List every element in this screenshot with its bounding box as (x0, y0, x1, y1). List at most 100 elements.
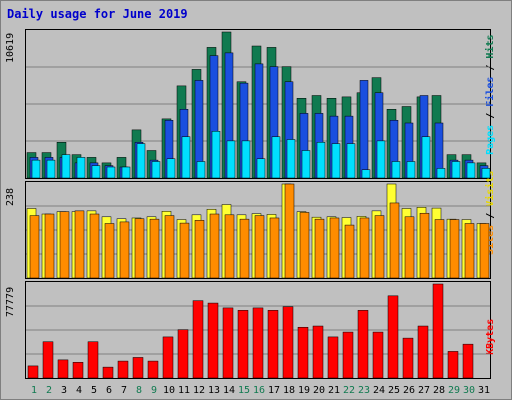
bar-sites-day-3 (59, 211, 70, 279)
bar-pages-day-10 (166, 158, 176, 179)
day-label-23: 23 (358, 385, 370, 396)
day-label-9: 9 (151, 385, 157, 396)
bar-pages-day-17 (271, 136, 281, 179)
bar-sites-day-26 (404, 216, 415, 279)
bar-pages-day-19 (301, 150, 311, 179)
bar-pages-day-1 (31, 159, 41, 179)
bar-kbytes-day-19 (297, 326, 309, 379)
bar-kbytes-day-23 (357, 310, 369, 379)
bar-sites-day-27 (419, 212, 430, 279)
bar-pages-day-16 (256, 158, 266, 179)
day-label-10: 10 (163, 385, 175, 396)
bar-kbytes-day-12 (192, 300, 204, 379)
day-label-28: 28 (433, 385, 445, 396)
bar-sites-day-5 (89, 213, 100, 279)
day-label-17: 17 (268, 385, 280, 396)
day-label-24: 24 (373, 385, 385, 396)
bar-kbytes-day-14 (222, 307, 234, 379)
bar-sites-day-10 (164, 215, 175, 279)
day-label-3: 3 (61, 385, 67, 396)
bar-pages-day-7 (121, 166, 131, 179)
bar-pages-day-6 (106, 166, 116, 179)
day-label-27: 27 (418, 385, 430, 396)
bar-sites-day-29 (449, 219, 460, 279)
day-label-25: 25 (388, 385, 400, 396)
day-label-12: 12 (193, 385, 205, 396)
bar-pages-day-24 (376, 140, 386, 179)
bar-sites-day-12 (194, 220, 205, 279)
day-label-5: 5 (91, 385, 97, 396)
bar-pages-day-9 (151, 161, 161, 179)
bar-kbytes-day-4 (72, 362, 84, 379)
bar-pages-day-22 (346, 143, 356, 179)
bar-sites-day-14 (224, 214, 235, 279)
bar-pages-day-26 (406, 161, 416, 179)
day-label-8: 8 (136, 385, 142, 396)
day-label-20: 20 (313, 385, 325, 396)
bar-files-day-23 (359, 80, 369, 179)
day-label-26: 26 (403, 385, 415, 396)
bar-kbytes-day-27 (417, 325, 429, 379)
day-label-4: 4 (76, 385, 82, 396)
bar-pages-day-25 (391, 161, 401, 179)
bar-kbytes-day-20 (312, 325, 324, 379)
bar-kbytes-day-22 (342, 331, 354, 379)
bar-pages-day-30 (466, 162, 476, 179)
bar-pages-day-3 (61, 154, 71, 179)
bar-kbytes-day-3 (57, 359, 69, 379)
bar-sites-day-17 (269, 217, 280, 279)
bar-pages-day-21 (331, 143, 341, 179)
bar-sites-day-23 (359, 217, 370, 279)
bar-pages-day-4 (76, 157, 86, 179)
bar-kbytes-day-13 (207, 302, 219, 379)
bar-sites-day-15 (239, 218, 250, 279)
day-label-18: 18 (283, 385, 295, 396)
bar-kbytes-day-24 (372, 331, 384, 379)
chart-title: Daily usage for June 2019 (7, 7, 188, 21)
bar-kbytes-day-21 (327, 336, 339, 379)
day-label-13: 13 (208, 385, 220, 396)
bar-kbytes-day-28 (432, 283, 444, 379)
bar-kbytes-day-7 (117, 360, 129, 379)
bar-sites-day-20 (314, 218, 325, 279)
bar-pages-day-14 (226, 140, 236, 179)
bar-kbytes-day-16 (252, 307, 264, 379)
day-label-6: 6 (106, 385, 112, 396)
bar-sites-day-16 (254, 215, 265, 279)
day-label-31: 31 (478, 385, 490, 396)
bar-sites-day-18 (284, 183, 295, 279)
bar-kbytes-day-30 (462, 343, 474, 379)
bar-sites-day-22 (344, 224, 355, 279)
bar-kbytes-day-8 (132, 357, 144, 379)
bar-sites-day-1 (29, 215, 40, 279)
bar-kbytes-day-9 (147, 360, 159, 379)
bar-kbytes-day-11 (177, 329, 189, 379)
day-label-1: 1 (31, 385, 37, 396)
bar-sites-day-8 (134, 218, 145, 279)
bar-sites-day-4 (74, 210, 85, 279)
bar-kbytes-day-26 (402, 337, 414, 379)
bar-sites-day-31 (479, 223, 490, 279)
bar-kbytes-day-6 (102, 366, 114, 379)
day-label-19: 19 (298, 385, 310, 396)
bar-sites-day-19 (299, 212, 310, 279)
day-label-2: 2 (46, 385, 52, 396)
day-label-11: 11 (178, 385, 190, 396)
bar-kbytes-day-17 (267, 310, 279, 379)
bar-sites-day-6 (104, 223, 115, 279)
bar-pages-day-15 (241, 140, 251, 179)
bar-sites-day-30 (464, 223, 475, 279)
bar-pages-day-12 (196, 161, 206, 179)
bar-kbytes-day-15 (237, 310, 249, 379)
bar-pages-day-18 (286, 139, 296, 179)
bar-pages-day-20 (316, 142, 326, 179)
day-label-21: 21 (328, 385, 340, 396)
bar-pages-day-11 (181, 136, 191, 179)
day-label-22: 22 (343, 385, 355, 396)
day-label-30: 30 (463, 385, 475, 396)
bar-kbytes-day-5 (87, 341, 99, 379)
bar-kbytes-day-25 (387, 295, 399, 379)
bar-sites-day-25 (389, 202, 400, 279)
